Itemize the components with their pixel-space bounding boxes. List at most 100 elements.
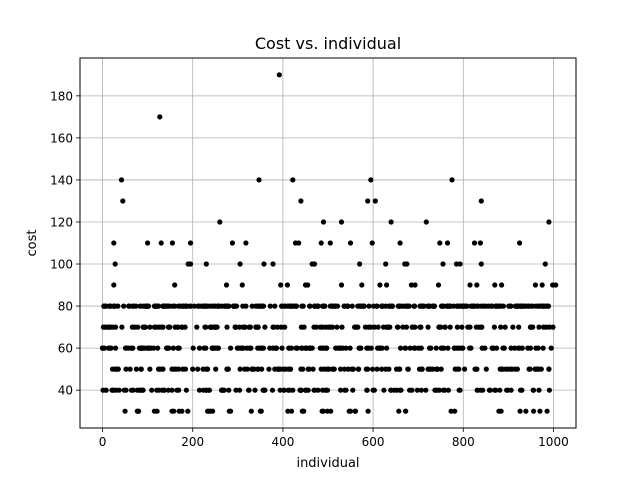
data-point	[145, 240, 151, 246]
data-point	[409, 324, 415, 330]
data-point	[251, 366, 257, 372]
data-point	[123, 387, 129, 393]
data-point	[544, 408, 550, 414]
data-point	[478, 261, 484, 267]
data-point	[242, 324, 248, 330]
data-point	[244, 366, 250, 372]
data-point	[398, 387, 404, 393]
data-point	[103, 387, 109, 393]
data-point	[167, 303, 173, 309]
data-point	[138, 366, 144, 372]
data-point	[113, 366, 119, 372]
data-point	[418, 387, 424, 393]
data-point	[553, 282, 559, 288]
data-point	[482, 345, 488, 351]
data-point	[442, 324, 448, 330]
data-point	[220, 387, 226, 393]
data-point	[180, 366, 186, 372]
data-point	[318, 240, 324, 246]
data-point	[292, 303, 298, 309]
data-point	[383, 261, 389, 267]
data-point	[447, 324, 453, 330]
data-point	[426, 366, 432, 372]
data-point	[237, 366, 243, 372]
data-point	[261, 261, 267, 267]
data-point	[146, 345, 152, 351]
data-point	[217, 219, 223, 225]
data-point	[327, 240, 333, 246]
data-point	[420, 303, 426, 309]
data-point	[435, 366, 441, 372]
data-point	[142, 324, 148, 330]
data-point	[246, 387, 252, 393]
data-point	[423, 387, 429, 393]
data-point	[256, 303, 263, 309]
data-point	[377, 282, 383, 288]
data-point	[505, 387, 511, 393]
data-point	[346, 408, 352, 414]
data-point	[377, 345, 383, 351]
data-point	[498, 324, 504, 330]
data-point	[397, 303, 403, 309]
data-point	[374, 366, 380, 372]
data-point	[407, 345, 413, 351]
data-point	[165, 387, 171, 393]
data-point	[403, 345, 409, 351]
data-point	[514, 366, 521, 372]
data-point	[290, 177, 296, 183]
data-point	[383, 366, 389, 372]
data-point	[541, 303, 547, 309]
data-point	[212, 303, 218, 309]
data-point	[237, 261, 243, 267]
data-point	[531, 387, 537, 393]
plot-area-frame	[79, 57, 577, 429]
data-point	[226, 387, 232, 393]
y-tick-label: 160	[50, 131, 73, 145]
data-point	[519, 345, 525, 351]
data-point	[499, 282, 505, 288]
data-point	[338, 282, 345, 288]
data-point	[123, 366, 129, 372]
data-point	[284, 282, 290, 288]
data-point	[151, 324, 157, 330]
data-point	[358, 345, 364, 351]
data-point	[333, 345, 339, 351]
data-point	[305, 366, 311, 372]
data-point	[517, 408, 523, 414]
data-point	[388, 219, 394, 225]
y-tick-label: 140	[50, 173, 73, 187]
data-point	[253, 303, 259, 309]
data-point	[163, 303, 169, 309]
data-point	[347, 345, 353, 351]
data-point	[315, 303, 321, 309]
data-point	[497, 303, 503, 309]
data-point	[276, 72, 282, 78]
data-point	[347, 240, 354, 246]
data-point	[279, 345, 285, 351]
data-point	[253, 324, 259, 330]
data-point	[321, 366, 327, 372]
data-point	[448, 408, 454, 414]
data-point	[508, 345, 514, 351]
data-point	[379, 366, 385, 372]
data-point	[397, 240, 403, 246]
data-point	[525, 345, 531, 351]
data-point	[535, 345, 541, 351]
data-point	[398, 345, 404, 351]
data-point	[156, 324, 162, 330]
data-point	[130, 345, 136, 351]
data-point	[489, 303, 495, 309]
y-tick-label: 80	[58, 300, 73, 314]
grid-lines	[80, 58, 576, 428]
data-point	[325, 324, 332, 330]
x-tick-label: 200	[181, 435, 204, 449]
data-point	[136, 408, 142, 414]
data-point	[440, 261, 446, 267]
data-point	[285, 366, 291, 372]
data-point	[155, 345, 161, 351]
y-tick-label: 120	[50, 215, 73, 229]
data-point	[120, 198, 126, 204]
data-point	[509, 366, 515, 372]
data-point	[426, 345, 433, 351]
data-point	[370, 387, 376, 393]
